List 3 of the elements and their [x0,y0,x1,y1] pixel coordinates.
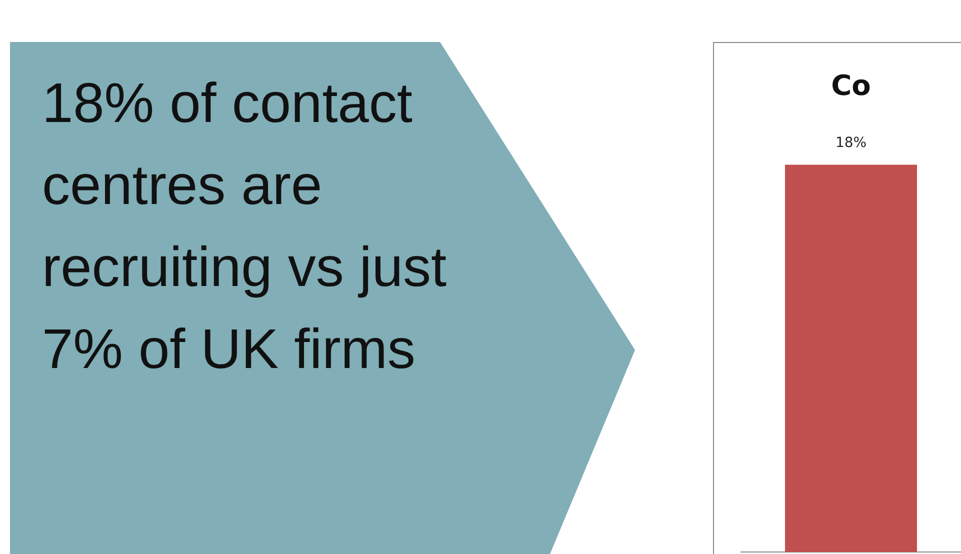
text: 18% of contact centres are recruiting vs just 7% of UK firms [42,70,448,382]
data-label: 18% [835,135,867,152]
chart-title: Co [831,69,871,102]
